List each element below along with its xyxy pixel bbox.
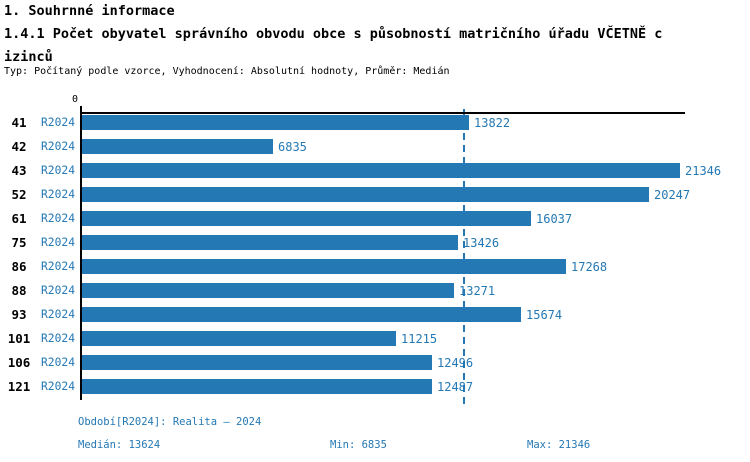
bar-row: 41 R2024 13822 (0, 115, 750, 130)
footer-median: Medián: 13624 (78, 439, 161, 451)
axis-zero-tick-label: 0 (71, 94, 79, 105)
row-category-label: 86 (11, 259, 27, 274)
footer-period: Období[R2024]: Realita – 2024 (78, 416, 262, 428)
bar-row: 88 R2024 13271 (0, 283, 750, 298)
row-category-label: 121 (7, 379, 31, 394)
bar-value-label: 6835 (278, 140, 307, 154)
row-series-label: R2024 (40, 140, 75, 153)
bar-value-label: 13822 (474, 116, 511, 130)
bar (82, 355, 432, 370)
section-title: 1. Souhrnné informace (4, 3, 175, 19)
row-series-label: R2024 (40, 116, 75, 129)
row-series-label: R2024 (40, 308, 75, 321)
bar-row: 101 R2024 11215 (0, 331, 750, 346)
bar (82, 379, 432, 394)
bar-value-label: 21346 (685, 164, 722, 178)
row-series-label: R2024 (40, 236, 75, 249)
row-series-label: R2024 (40, 284, 75, 297)
bar (82, 139, 273, 154)
bar-row: 75 R2024 13426 (0, 235, 750, 250)
footer-max: Max: 21346 (527, 439, 591, 451)
row-series-label: R2024 (40, 164, 75, 177)
footer-min: Min: 6835 (330, 439, 387, 451)
row-series-label: R2024 (40, 356, 75, 369)
row-category-label: 42 (11, 139, 27, 154)
row-series-label: R2024 (40, 188, 75, 201)
bar-row: 52 R2024 20247 (0, 187, 750, 202)
bar (82, 163, 680, 178)
bar (82, 235, 458, 250)
bar-value-label: 13271 (459, 284, 496, 298)
bar (82, 259, 566, 274)
row-category-label: 75 (11, 235, 27, 250)
bar-value-label: 16037 (536, 212, 573, 226)
bar (82, 331, 396, 346)
x-axis-line (82, 112, 685, 114)
bar-value-label: 17268 (571, 260, 608, 274)
row-category-label: 61 (11, 211, 27, 226)
bar-value-label: 13426 (463, 236, 500, 250)
bar-row: 86 R2024 17268 (0, 259, 750, 274)
bar-value-label: 20247 (654, 188, 691, 202)
bar-row: 106 R2024 12496 (0, 355, 750, 370)
row-series-label: R2024 (40, 260, 75, 273)
y-axis-spine (80, 106, 82, 400)
bar-row: 43 R2024 21346 (0, 163, 750, 178)
bar (82, 211, 531, 226)
row-series-label: R2024 (40, 332, 75, 345)
row-category-label: 52 (11, 187, 27, 202)
bar-value-label: 11215 (401, 332, 438, 346)
row-category-label: 106 (7, 355, 31, 370)
bar (82, 187, 649, 202)
chart-subtitle: Typ: Počítaný podle vzorce, Vyhodnocení:… (4, 66, 450, 77)
bar-row: 121 R2024 12487 (0, 379, 750, 394)
bar-row: 61 R2024 16037 (0, 211, 750, 226)
bar-value-label: 12496 (437, 356, 474, 370)
row-series-label: R2024 (40, 380, 75, 393)
row-category-label: 101 (7, 331, 31, 346)
row-category-label: 43 (11, 163, 27, 178)
bar (82, 307, 521, 322)
bar-value-label: 12487 (437, 380, 474, 394)
bar-row: 42 R2024 6835 (0, 139, 750, 154)
row-category-label: 88 (11, 283, 27, 298)
row-category-label: 41 (11, 115, 27, 130)
median-reference-line (463, 109, 465, 405)
bar-value-label: 15674 (526, 308, 563, 322)
row-category-label: 93 (11, 307, 27, 322)
bar (82, 283, 454, 298)
row-series-label: R2024 (40, 212, 75, 225)
bar-row: 93 R2024 15674 (0, 307, 750, 322)
chart-title-line-2: izinců (4, 49, 53, 65)
bar (82, 115, 469, 130)
chart-title-line-1: 1.4.1 Počet obyvatel správního obvodu ob… (4, 26, 663, 42)
